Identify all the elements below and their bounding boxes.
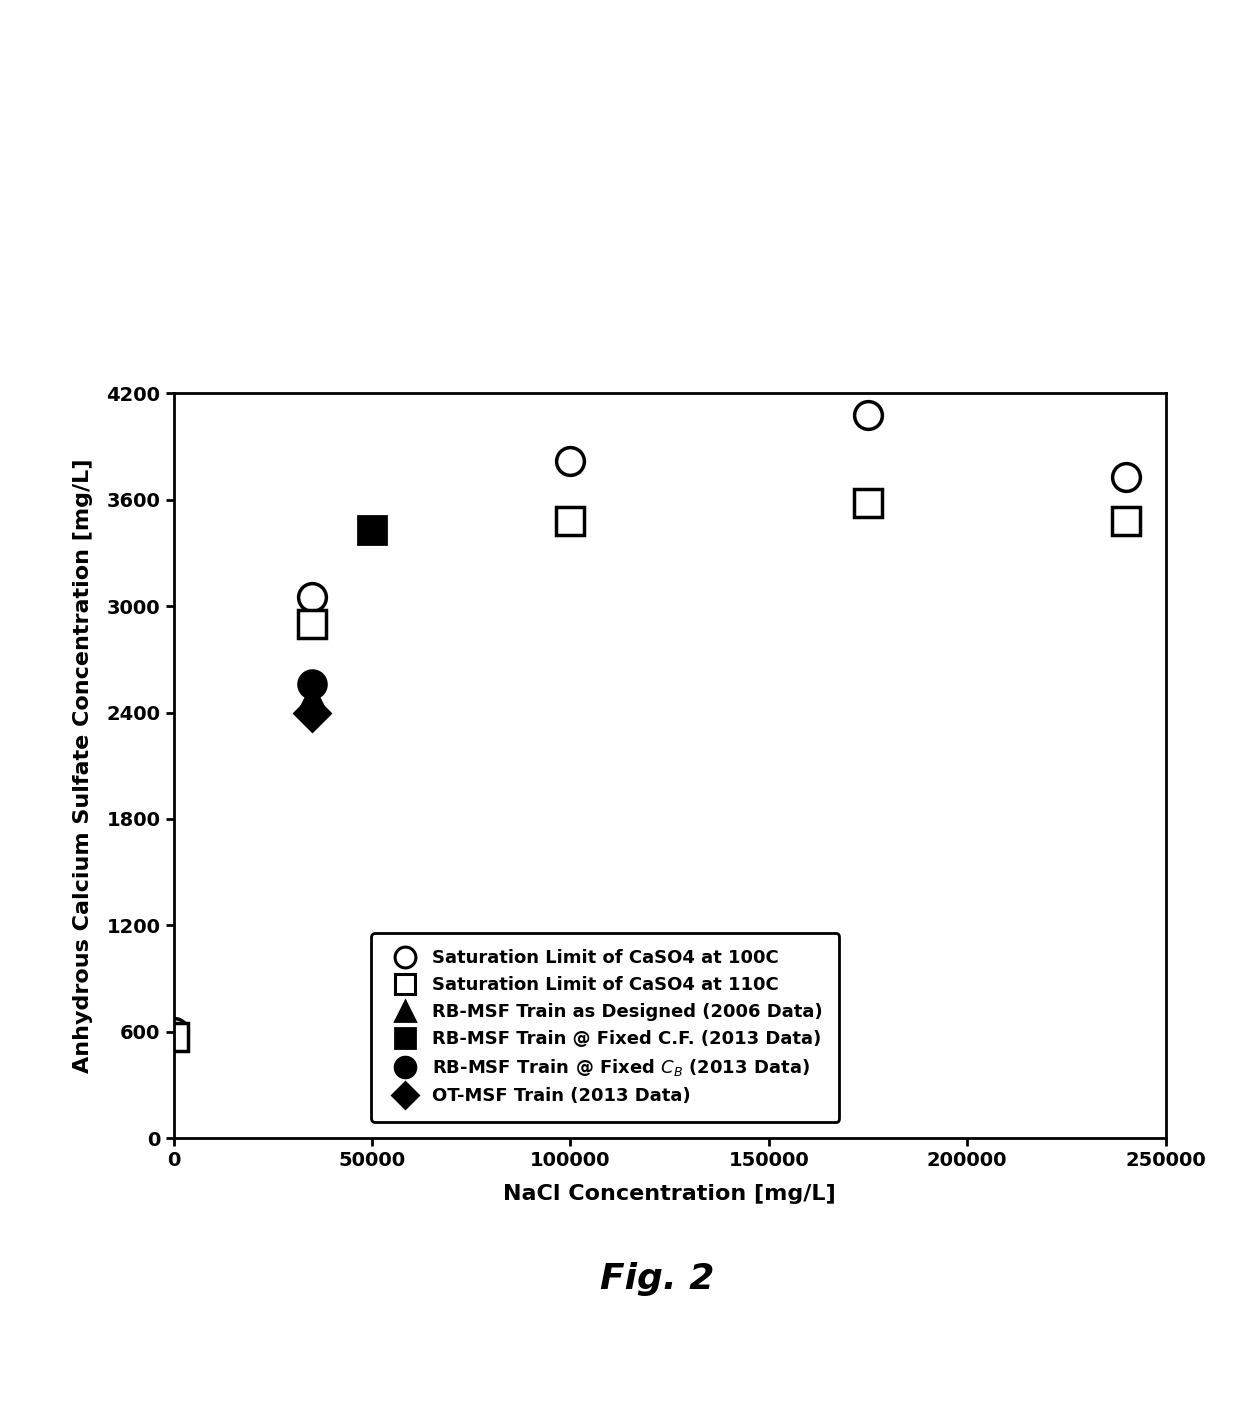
Y-axis label: Anhydrous Calcium Sulfate Concentration [mg/L]: Anhydrous Calcium Sulfate Concentration … [72, 458, 93, 1073]
Text: Fig. 2: Fig. 2 [600, 1262, 714, 1295]
Legend: Saturation Limit of CaSO4 at 100C, Saturation Limit of CaSO4 at 110C, RB-MSF Tra: Saturation Limit of CaSO4 at 100C, Satur… [371, 933, 839, 1121]
X-axis label: NaCl Concentration [mg/L]: NaCl Concentration [mg/L] [503, 1184, 836, 1204]
